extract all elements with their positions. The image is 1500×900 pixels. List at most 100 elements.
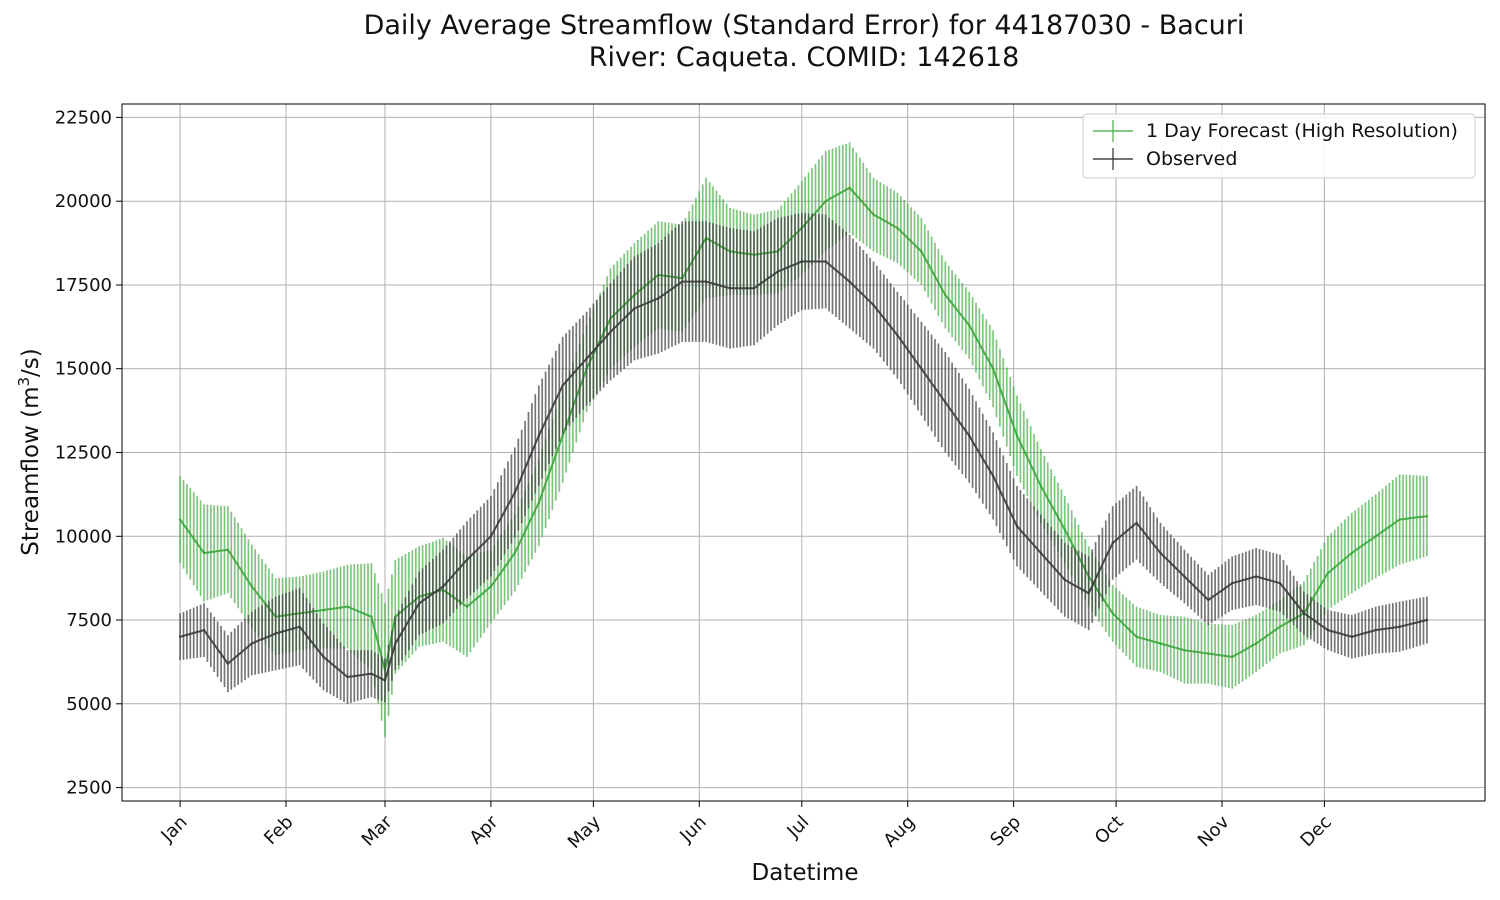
y-axis: 2500 5000 7500 10000 12500 15000 17500 20000 225… (55, 107, 122, 799)
data-point (370, 672, 373, 675)
data-point (944, 293, 947, 297)
data-point (728, 287, 732, 290)
data-point (178, 518, 182, 521)
legend-forecast-label: 1 Day Forecast (High Resolution) (1146, 120, 1458, 142)
data-point (991, 367, 995, 370)
x-tick-label: Jun (675, 812, 710, 847)
data-point (1207, 598, 1210, 602)
legend-entry-observed: Observed (1093, 148, 1237, 170)
chart-title: Daily Average Streamflow (Standard Error… (363, 10, 1245, 41)
data-point (1159, 551, 1162, 555)
data-point (776, 270, 780, 273)
chart-subtitle: River: Caqueta. COMID: 142618 (588, 42, 1020, 73)
data-point (1254, 642, 1258, 645)
data-point (298, 625, 301, 628)
data-point (681, 280, 684, 283)
legend-entry-forecast: 1 Day Forecast (High Resolution) (1093, 120, 1458, 142)
data-point (1183, 575, 1186, 578)
y-tick-label: 12500 (55, 443, 112, 464)
data-point (1425, 515, 1429, 518)
data-point (1350, 551, 1354, 555)
data-point (1135, 635, 1138, 638)
series-layer (178, 142, 1429, 738)
data-point (537, 434, 540, 437)
y-axis-label: Streamflow (m3/s) (15, 348, 44, 556)
data-point (1302, 612, 1306, 615)
data-point (226, 548, 230, 551)
data-point (1111, 612, 1114, 615)
x-tick-label: Oct (1091, 812, 1128, 849)
x-tick-label: Sep (986, 812, 1025, 851)
data-point (465, 605, 469, 608)
data-point (800, 260, 803, 263)
data-point (383, 679, 387, 682)
grid (122, 104, 1485, 801)
series-forecast (178, 142, 1429, 738)
data-point (1039, 484, 1043, 488)
data-point (752, 287, 756, 290)
x-tick-label: Feb (260, 812, 297, 849)
data-point (1231, 655, 1234, 659)
data-point (991, 474, 995, 478)
data-point (657, 297, 660, 300)
data-point (489, 535, 493, 538)
data-point (824, 260, 827, 263)
y-tick-label: 17500 (55, 275, 112, 296)
x-tick-label: Aug (880, 812, 920, 852)
data-point (1278, 582, 1282, 585)
data-point (1398, 518, 1401, 521)
legend-observed-label: Observed (1146, 148, 1237, 170)
data-point (513, 551, 516, 555)
data-point (1374, 628, 1377, 632)
x-tick-label: Nov (1194, 811, 1234, 851)
data-point (1111, 541, 1114, 545)
data-point (250, 585, 253, 588)
data-point (418, 602, 421, 605)
data-point (1087, 592, 1090, 595)
x-axis: Jan Feb Mar Apr May Jun Jul Aug Sep Oct Nov Dec (156, 801, 1336, 853)
data-point (1350, 635, 1354, 638)
data-point (1207, 652, 1210, 655)
legend: 1 Day Forecast (High Resolution) Observe… (1082, 113, 1476, 179)
data-point (1278, 625, 1282, 628)
data-point (202, 551, 206, 555)
data-point (441, 585, 445, 588)
x-tick-label: May (564, 811, 605, 852)
data-point (1015, 525, 1019, 528)
series-observed (178, 212, 1429, 704)
data-point (226, 662, 230, 665)
x-tick-label: Dec (1296, 812, 1335, 851)
data-point (1398, 625, 1401, 628)
data-point (394, 642, 397, 645)
data-point (1159, 642, 1162, 645)
data-point (537, 501, 540, 504)
x-tick-label: Jan (156, 812, 191, 847)
data-point (609, 330, 612, 334)
y-tick-label: 5000 (66, 694, 112, 715)
data-point (968, 324, 971, 327)
data-point (465, 558, 469, 561)
data-point (1063, 578, 1067, 581)
y-tick-label: 2500 (66, 778, 112, 799)
x-tick-label: Apr (466, 811, 503, 848)
x-axis-label: Datetime (752, 860, 859, 886)
data-point (489, 585, 493, 588)
data-point (824, 200, 827, 203)
mean-line (179, 186, 1428, 671)
data-point (250, 642, 253, 645)
y-tick-label: 15000 (55, 359, 112, 380)
data-point (872, 303, 875, 307)
data-point (920, 250, 923, 253)
data-point (274, 632, 277, 635)
data-point (872, 213, 875, 216)
data-point (633, 307, 636, 310)
data-point (513, 491, 516, 494)
data-point (561, 434, 564, 437)
data-point (1135, 521, 1138, 525)
data-point (202, 628, 206, 632)
legend-box (1082, 113, 1476, 179)
data-point (1326, 628, 1330, 632)
data-point (1326, 571, 1330, 575)
x-tick-label: Mar (358, 811, 397, 850)
